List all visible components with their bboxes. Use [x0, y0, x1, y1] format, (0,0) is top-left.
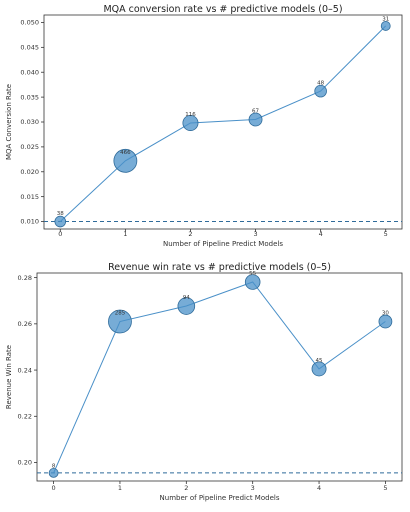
- data-point: [108, 309, 132, 334]
- x-tick-label: 4: [319, 230, 323, 238]
- y-tick-label: 0.040: [20, 68, 39, 76]
- data-point: [182, 115, 199, 131]
- y-tick-label: 0.035: [20, 93, 39, 101]
- y-tick-label: 0.045: [20, 44, 39, 52]
- x-tick-label: 1: [123, 230, 127, 238]
- data-label: 466: [120, 150, 131, 156]
- x-axis-label: Number of Pipeline Predict Models: [163, 240, 283, 248]
- y-tick-label: 0.020: [20, 168, 39, 176]
- data-label: 48: [317, 80, 324, 86]
- data-label: 55: [249, 271, 256, 277]
- y-axis-label: Revenue Win Rate: [5, 345, 13, 409]
- x-tick-label: 5: [384, 230, 388, 238]
- x-tick-label: 1: [118, 484, 122, 492]
- y-tick-label: 0.050: [20, 19, 39, 27]
- y-tick-label: 0.030: [20, 118, 39, 126]
- data-label: 116: [185, 112, 196, 118]
- data-point: [177, 297, 196, 315]
- x-tick-label: 2: [188, 230, 192, 238]
- data-point: [244, 274, 261, 290]
- x-tick-label: 3: [253, 230, 257, 238]
- series-line: [59, 25, 387, 222]
- x-tick-label: 0: [52, 484, 56, 492]
- y-axis-label: MQA Conversion Rate: [5, 84, 13, 160]
- y-tick-label: 0.24: [18, 366, 32, 374]
- x-tick-label: 0: [58, 230, 62, 238]
- data-label: 45: [316, 358, 323, 364]
- y-tick-label: 0.28: [18, 274, 32, 282]
- y-tick-label: 0.20: [18, 459, 32, 467]
- x-tick-label: 5: [383, 484, 387, 492]
- chart-revenue-win-rate: Revenue win rate vs # predictive models …: [5, 262, 403, 502]
- chart-title: Revenue win rate vs # predictive models …: [108, 262, 331, 273]
- data-label: 67: [252, 109, 259, 115]
- data-point: [54, 215, 67, 228]
- data-point: [113, 148, 138, 173]
- data-label: 94: [183, 295, 190, 301]
- y-tick-label: 0.22: [18, 412, 32, 420]
- y-tick-label: 0.26: [18, 320, 32, 328]
- chart-mqa-conversion: MQA conversion rate vs # predictive mode…: [5, 4, 403, 248]
- data-point: [380, 21, 391, 31]
- data-point: [48, 468, 59, 478]
- data-point: [248, 112, 263, 127]
- chart-title: MQA conversion rate vs # predictive mode…: [103, 4, 342, 15]
- y-tick-label: 0.025: [20, 143, 39, 151]
- y-tick-label: 0.010: [20, 218, 39, 226]
- plot-frame: [36, 272, 403, 482]
- data-label: 285: [115, 311, 126, 317]
- data-label: 31: [382, 16, 389, 22]
- data-label: 30: [382, 311, 389, 317]
- data-label: 38: [57, 211, 64, 217]
- plot-frame: [43, 14, 403, 230]
- data-label: 8: [52, 463, 56, 469]
- x-tick-label: 3: [251, 484, 255, 492]
- data-point: [314, 84, 327, 98]
- data-point: [378, 314, 393, 329]
- data-point: [311, 361, 327, 377]
- series-line: [53, 281, 386, 474]
- x-axis-label: Number of Pipeline Predict Models: [160, 494, 280, 502]
- x-tick-label: 2: [184, 484, 188, 492]
- x-tick-label: 4: [317, 484, 321, 492]
- y-tick-label: 0.015: [20, 193, 39, 201]
